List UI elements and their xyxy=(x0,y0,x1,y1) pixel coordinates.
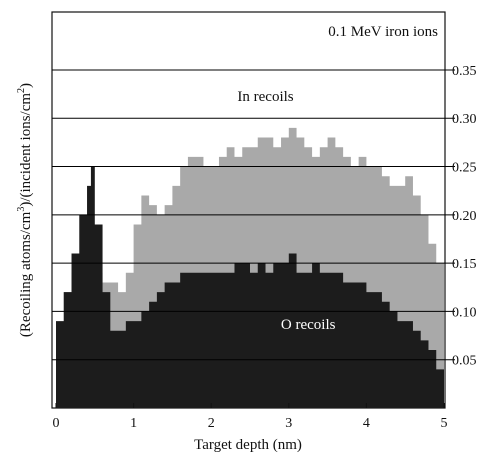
x-tick-label: 0 xyxy=(53,416,60,431)
x-tick-label: 3 xyxy=(285,416,292,431)
x-tick-label: 2 xyxy=(208,416,215,431)
series-label-o-recoils: O recoils xyxy=(281,317,336,333)
x-tick-label: 4 xyxy=(363,416,370,431)
y-ticks: 0.05 0.10 0.15 0.20 0.25 0.30 0.35 xyxy=(452,64,477,369)
y-tick-label: 0.25 xyxy=(452,161,477,176)
y-tick-label: 0.05 xyxy=(452,354,477,369)
x-tick-label: 5 xyxy=(441,416,448,431)
y-tick-label: 0.15 xyxy=(452,257,477,272)
y-tick-label: 0.30 xyxy=(452,112,477,127)
series-label-in-recoils: In recoils xyxy=(237,89,293,105)
gridlines xyxy=(52,69,455,361)
y-tick-label: 0.35 xyxy=(452,64,477,79)
x-tick-label: 1 xyxy=(130,416,137,431)
x-ticks: 0 1 2 3 4 5 xyxy=(53,403,448,431)
y-axis-title: (Recoiling atoms/cm3)/(incident ions/cm2… xyxy=(16,83,34,337)
y-tick-label: 0.20 xyxy=(452,209,477,224)
series-area-o-recoils xyxy=(56,166,444,408)
x-axis-title: Target depth (nm) xyxy=(194,437,302,453)
series-layer xyxy=(56,127,444,409)
chart-annotation: 0.1 MeV iron ions xyxy=(328,24,438,40)
y-tick-label: 0.10 xyxy=(452,305,477,320)
